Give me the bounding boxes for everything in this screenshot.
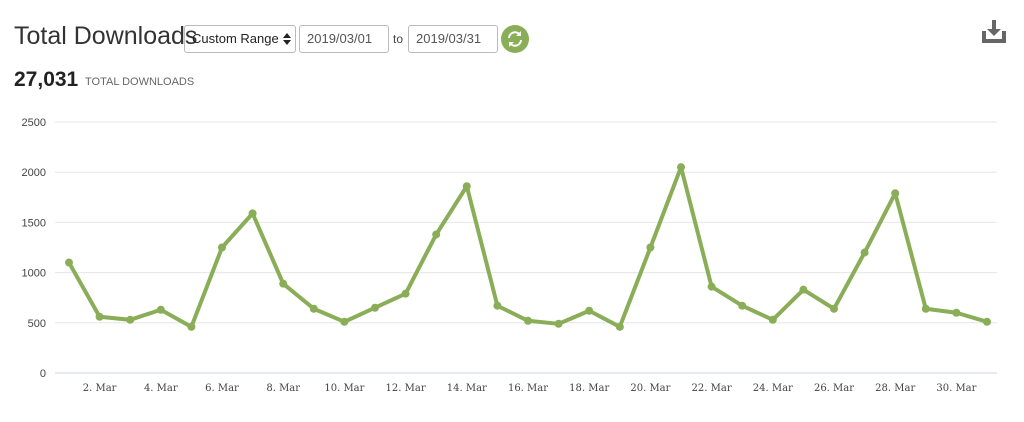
data-point bbox=[768, 315, 777, 324]
data-point bbox=[218, 243, 226, 252]
x-tick-label: 16. Mar bbox=[508, 383, 548, 394]
data-point bbox=[524, 316, 532, 325]
data-line bbox=[67, 165, 988, 329]
x-tick-label: 4. Mar bbox=[144, 383, 178, 394]
data-point bbox=[860, 248, 869, 257]
x-tick-label: 28. Mar bbox=[875, 383, 915, 394]
y-tick-label: 0 bbox=[40, 368, 46, 380]
x-tick-label: 18. Mar bbox=[569, 383, 609, 394]
range-select[interactable]: Custom Range bbox=[184, 25, 296, 53]
data-point bbox=[279, 279, 288, 288]
y-tick-label: 1500 bbox=[22, 217, 46, 229]
data-point bbox=[585, 306, 594, 315]
x-tick-label: 10. Mar bbox=[324, 383, 364, 394]
x-tick-label: 26. Mar bbox=[814, 383, 854, 394]
x-tick-label: 6. Mar bbox=[205, 383, 239, 394]
data-point bbox=[921, 304, 930, 313]
data-point bbox=[952, 308, 961, 317]
data-point bbox=[462, 182, 471, 191]
data-point bbox=[677, 163, 685, 172]
data-point bbox=[493, 301, 502, 310]
x-tick-label: 20. Mar bbox=[630, 383, 670, 394]
range-text: Custom Range bbox=[192, 31, 279, 46]
data-point bbox=[187, 322, 196, 331]
data-point bbox=[248, 209, 257, 218]
data-point bbox=[891, 189, 900, 198]
data-point bbox=[432, 230, 441, 239]
y-tick-label: 1000 bbox=[22, 268, 46, 280]
x-tick-label: 22. Mar bbox=[692, 383, 732, 394]
to-label: to bbox=[393, 32, 404, 46]
data-point bbox=[340, 317, 349, 326]
select-arrows bbox=[283, 33, 291, 45]
date-to[interactable]: 2019/03/31 bbox=[408, 25, 498, 53]
data-point bbox=[401, 289, 410, 298]
total-label: TOTAL DOWNLOADS bbox=[85, 76, 195, 88]
x-tick-label: 2. Mar bbox=[83, 383, 117, 394]
x-tick-label: 30. Mar bbox=[936, 383, 976, 394]
x-tick-label: 14. Mar bbox=[447, 383, 487, 394]
data-point bbox=[156, 305, 165, 314]
y-tick-label: 2000 bbox=[22, 167, 46, 179]
data-point bbox=[799, 285, 808, 294]
page-title: Total Downloads bbox=[14, 22, 198, 50]
x-tick-label: 8. Mar bbox=[266, 383, 300, 394]
x-tick-label: 24. Mar bbox=[753, 383, 793, 394]
y-tick-label: 500 bbox=[28, 318, 46, 330]
refresh-button[interactable] bbox=[501, 25, 529, 53]
data-point bbox=[95, 312, 104, 321]
data-point bbox=[65, 258, 73, 267]
data-point bbox=[707, 282, 716, 291]
data-point bbox=[830, 304, 838, 313]
data-point bbox=[554, 319, 563, 328]
data-point bbox=[371, 303, 379, 312]
data-point bbox=[615, 322, 624, 331]
total-value: 27,031 bbox=[14, 68, 79, 91]
x-tick-label: 12. Mar bbox=[386, 383, 426, 394]
data-point bbox=[646, 243, 655, 252]
chart: 0 500 1000 1500 2000 2500 2. Mar 4. Mar 6. Mar 8.… bbox=[22, 117, 997, 394]
data-point bbox=[738, 301, 747, 310]
y-tick-label: 2500 bbox=[22, 117, 46, 129]
data-point bbox=[309, 304, 318, 313]
date-from[interactable]: 2019/03/01 bbox=[299, 25, 389, 53]
download-button[interactable] bbox=[981, 19, 1007, 45]
data-point bbox=[983, 317, 991, 326]
data-point bbox=[126, 315, 135, 324]
